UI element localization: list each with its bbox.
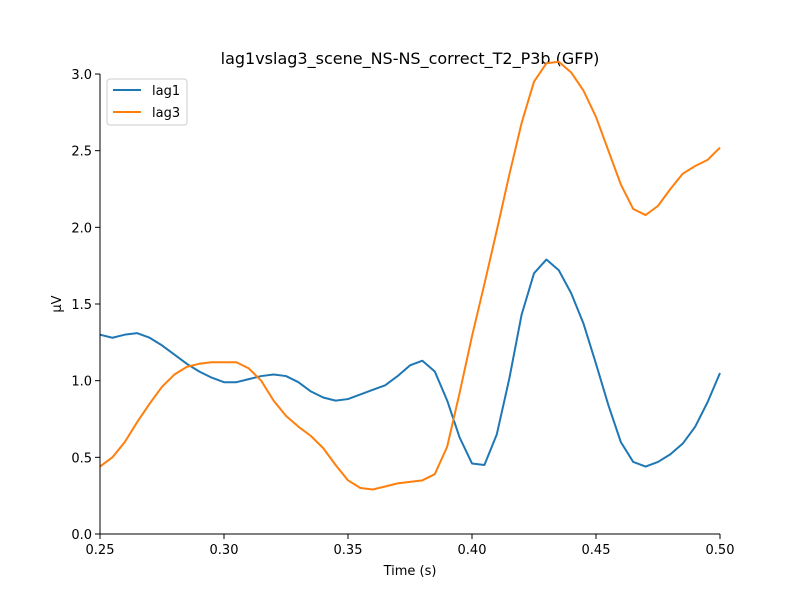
series-line-lag1 — [99, 258, 721, 468]
x-tick-label: 0.25 — [86, 543, 115, 558]
y-tick-label: 1.5 — [71, 298, 92, 313]
y-tick-label: 1.0 — [71, 375, 92, 390]
x-axis-ticks: 0.25 0.30 0.35 0.40 0.45 0.50 — [86, 534, 735, 558]
x-tick-label: 0.40 — [458, 543, 487, 558]
y-tick-label: 0.0 — [71, 528, 92, 543]
series-lines — [99, 60, 721, 491]
series-line-lag3 — [99, 60, 721, 491]
y-tick-label: 2.0 — [71, 221, 92, 236]
plot-area: 0.25 0.30 0.35 0.40 0.45 0.50 0.0 0.5 1.0 1.5 2.0… — [71, 60, 735, 558]
x-tick-label: 0.45 — [582, 543, 611, 558]
x-axis-label: Time (s) — [383, 564, 437, 579]
x-tick-label: 0.30 — [210, 543, 239, 558]
y-axis-label: µV — [50, 295, 65, 312]
legend: lag1 lag3 — [106, 78, 188, 126]
y-tick-label: 2.5 — [71, 145, 92, 160]
x-tick-label: 0.50 — [706, 543, 735, 558]
y-tick-label: 0.5 — [71, 451, 92, 466]
y-tick-label: 3.0 — [71, 68, 92, 83]
legend-label-lag1: lag1 — [152, 84, 180, 99]
x-tick-label: 0.35 — [334, 543, 363, 558]
y-axis-ticks: 0.0 0.5 1.0 1.5 2.0 2.5 3.0 — [71, 68, 100, 543]
chart-title: lag1vslag3_scene_NS-NS_correct_T2_P3b (G… — [221, 49, 600, 69]
legend-label-lag3: lag3 — [152, 106, 180, 121]
